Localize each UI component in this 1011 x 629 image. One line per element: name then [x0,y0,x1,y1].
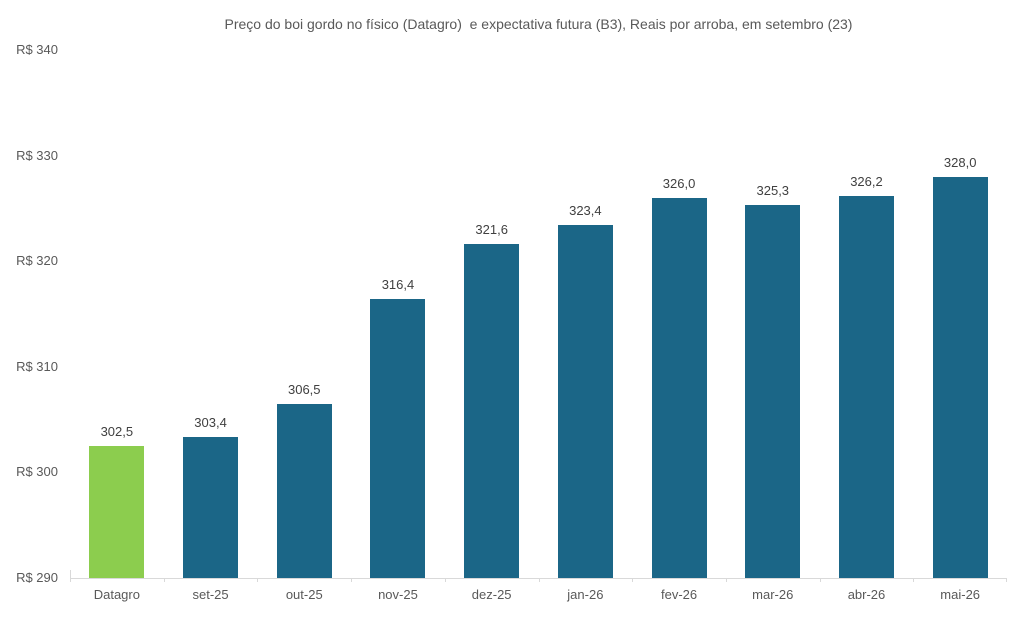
x-axis-tick-label: mai-26 [940,587,981,602]
x-axis-tick-label: mar-26 [752,587,794,602]
x-axis-tick-mark [632,578,634,582]
x-axis-tick-mark [1006,578,1007,582]
value-label: 326,2 [850,173,883,189]
bar-dez-25 [464,244,520,578]
value-label: 321,6 [475,222,508,238]
bar-nov-25 [370,299,426,578]
bar-abr-26 [838,195,894,578]
value-label: 316,4 [381,277,415,293]
x-axis-tick-label: set-25 [192,587,229,602]
x-axis-tick-mark [725,578,727,582]
x-axis-tick-mark [444,578,446,582]
plot-area: 302,5 Datagro 303,4 set-25 306,5 out-25 316,4 n… [70,50,1007,602]
x-axis-tick-label: nov-25 [378,587,418,602]
bar-jan-26 [557,225,613,578]
x-axis-tick-mark [913,578,915,582]
bar-set-25 [183,436,239,578]
x-axis-tick-label: out-25 [285,587,323,602]
y-axis-tick-label: R$ 320 [16,253,58,269]
category-slot: 303,4 set-25 [164,50,258,602]
x-axis-tick-mark [351,578,353,582]
bar-out-25 [276,403,332,578]
category-slot: 326,2 abr-26 [820,50,914,602]
category-slot: 328,0 mai-26 [913,50,1007,602]
x-axis-tick-label: dez-25 [471,587,512,602]
x-axis-tick-mark [538,578,540,582]
y-axis-tick-label: R$ 300 [16,464,58,480]
category-slot: 321,6 dez-25 [445,50,539,602]
value-label: 326,0 [662,175,696,191]
y-axis-tick-label: R$ 290 [16,570,58,585]
x-axis-tick-mark [819,578,821,582]
value-label: 328,0 [943,154,977,170]
value-label: 303,4 [194,414,227,430]
value-label: 302,5 [100,424,134,439]
value-label: 306,5 [287,381,321,397]
category-slot: 316,4 nov-25 [351,50,445,602]
x-axis-tick-mark [70,578,71,582]
axis-corner-stub [70,570,71,578]
x-axis-tick-label: fev-26 [661,587,698,602]
y-axis-tick-label: R$ 330 [16,147,58,163]
x-axis-tick-label: jan-26 [567,587,604,602]
chart-title: Preço do boi gordo no físico (Datagro) e… [224,16,853,32]
category-slot: 325,3 mar-26 [726,50,820,602]
bar-Datagro [89,446,145,578]
category-slot: 326,0 fev-26 [632,50,726,602]
value-label: 323,4 [569,203,602,219]
bar-mai-26 [932,176,988,578]
category-slot: 323,4 jan-26 [539,50,633,602]
y-axis-tick-label: R$ 340 [16,42,58,57]
x-axis-tick-label: Datagro [93,587,140,602]
bar-mar-26 [745,205,801,578]
bar-fev-26 [651,197,707,578]
x-axis-tick-mark [257,578,259,582]
category-slot: 302,5 Datagro [70,50,164,602]
category-slot: 306,5 out-25 [257,50,351,602]
y-axis-tick-label: R$ 310 [16,358,58,374]
x-axis-tick-mark [163,578,165,582]
value-label: 325,3 [756,183,790,199]
x-axis-tick-label: abr-26 [847,587,886,602]
